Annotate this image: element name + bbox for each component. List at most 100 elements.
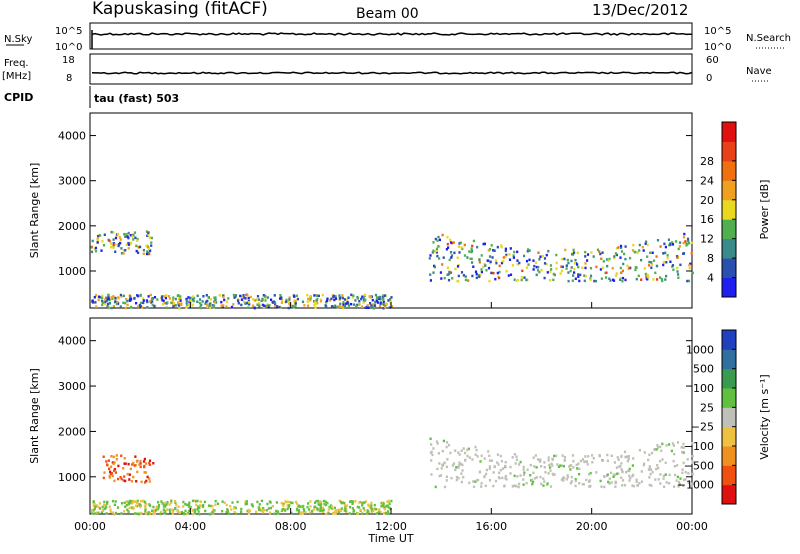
echo-cell (182, 500, 185, 504)
echo-cell (97, 511, 100, 515)
nsky-tick-top: 10^5 (55, 26, 82, 37)
echo-cell (543, 466, 546, 469)
echo-cell (339, 305, 342, 308)
echo-cell (439, 271, 442, 274)
echo-cell (549, 270, 552, 273)
echo-cell (613, 256, 616, 260)
echo-cell (687, 241, 691, 245)
echo-cell (128, 506, 131, 509)
echo-cell (472, 485, 476, 489)
echo-cell (544, 471, 547, 474)
echo-cell (263, 304, 266, 307)
echo-cell (383, 507, 387, 511)
echo-cell (579, 273, 582, 277)
echo-cell (247, 301, 250, 304)
echo-cell (646, 278, 649, 281)
echo-cell (599, 252, 602, 256)
echo-cell (589, 267, 593, 270)
colorbar-tick-label: 500 (693, 363, 714, 376)
echo-cell (390, 499, 393, 503)
echo-cell (243, 296, 246, 299)
echo-cell (321, 509, 324, 512)
echo-cell (287, 500, 290, 504)
echo-cell (662, 260, 665, 264)
echo-cell (285, 298, 288, 302)
echo-cell (441, 233, 444, 237)
echo-cell (586, 463, 589, 466)
echo-cell (679, 263, 682, 267)
echo-cell (673, 465, 676, 468)
echo-cell (343, 501, 346, 505)
echo-cell (185, 302, 188, 305)
echo-cell (186, 503, 189, 507)
echo-cell (137, 245, 140, 249)
echo-cell (452, 462, 456, 465)
echo-cell (139, 505, 142, 509)
echo-cell (108, 239, 111, 243)
echo-cell (455, 478, 458, 482)
echo-cell (682, 235, 686, 239)
echo-cell (144, 512, 148, 515)
echo-cell (96, 241, 99, 244)
echo-cell (502, 260, 505, 263)
station-title: Kapuskasing (fitACF) (92, 0, 268, 19)
echo-cell (93, 296, 96, 299)
echo-cell (284, 500, 287, 503)
echo-cell (206, 303, 209, 306)
echo-cell (541, 254, 544, 258)
y-tick-label: 3000 (58, 380, 86, 393)
echo-cell (105, 512, 108, 515)
echo-cell (182, 512, 185, 515)
echo-cell (256, 500, 259, 504)
echo-cell (472, 265, 475, 268)
echo-cell (531, 478, 534, 481)
echo-cell (436, 239, 439, 242)
echo-cell (107, 295, 110, 298)
echo-cell (107, 306, 110, 309)
echo-cell (207, 305, 211, 308)
echo-cell (590, 454, 594, 457)
echo-cell (209, 504, 212, 508)
echo-cell (171, 298, 174, 302)
echo-cell (638, 249, 641, 252)
echo-cell (606, 264, 609, 268)
echo-cell (339, 302, 342, 306)
echo-cell (435, 251, 438, 254)
echo-cell (258, 304, 261, 308)
echo-cell (120, 295, 123, 298)
echo-cell (372, 307, 375, 310)
echo-cell (287, 506, 290, 509)
echo-cell (512, 254, 515, 257)
echo-cell (102, 244, 106, 247)
echo-cell (455, 466, 458, 469)
echo-cell (380, 501, 383, 505)
echo-cell (676, 256, 679, 259)
echo-cell (514, 462, 517, 465)
echo-cell (460, 472, 463, 475)
echo-cell (607, 259, 610, 262)
echo-cell (226, 509, 229, 512)
echo-cell (459, 241, 462, 244)
echo-cell (520, 278, 523, 282)
echo-cell (194, 510, 197, 513)
echo-cell (163, 512, 166, 515)
echo-cell (275, 501, 278, 504)
echo-cell (638, 243, 641, 247)
echo-cell (555, 267, 558, 270)
echo-cell (161, 303, 165, 306)
echo-cell (432, 271, 435, 274)
echo-cell (376, 301, 379, 304)
echo-cell (568, 465, 571, 468)
echo-cell (496, 461, 499, 464)
echo-cell (565, 264, 568, 267)
freq-panel (89, 53, 693, 85)
echo-cell (378, 509, 381, 513)
echo-cell (247, 508, 250, 512)
echo-cell (325, 503, 328, 507)
echo-cell (659, 445, 662, 449)
echo-cell (140, 499, 143, 503)
echo-cell (628, 469, 631, 473)
echo-cell (252, 298, 255, 301)
echo-cell (143, 457, 146, 461)
echo-cell (256, 295, 260, 298)
